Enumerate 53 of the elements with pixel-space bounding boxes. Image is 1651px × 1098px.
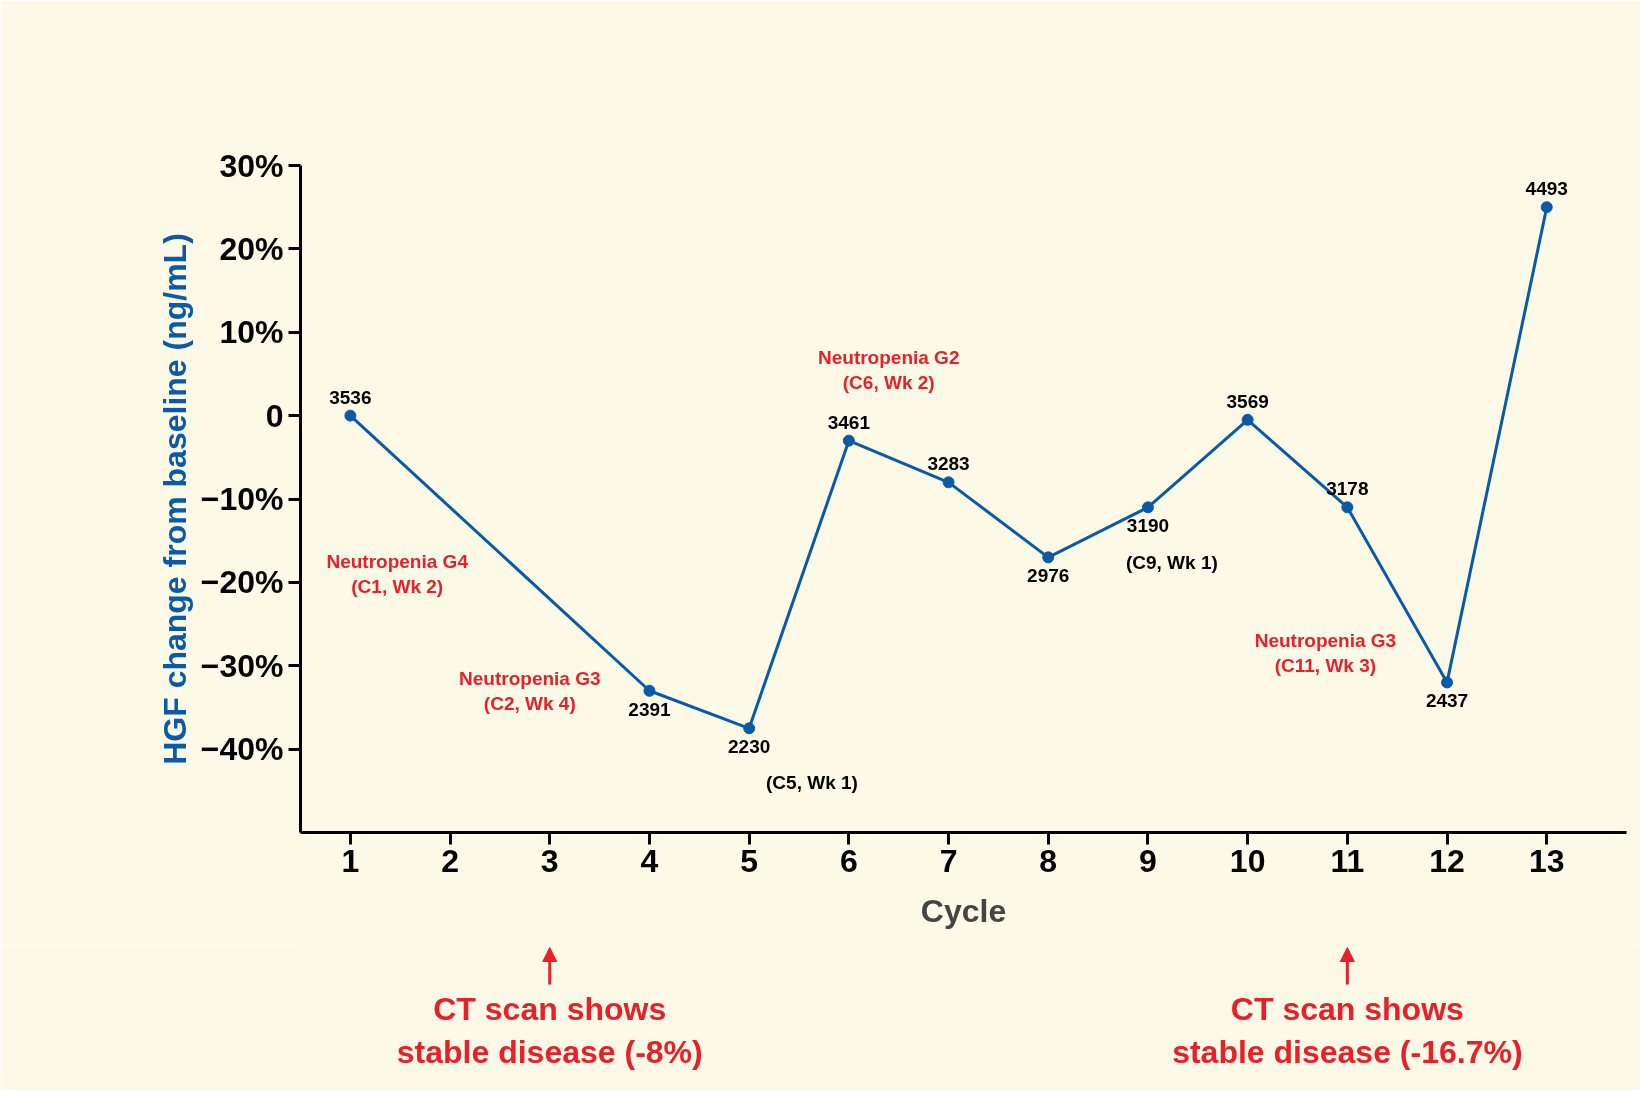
point [743,722,756,735]
point [1341,501,1354,514]
text: CT scan shows stable disease (-8%) [396,990,703,1070]
y-tick-label: 10% [219,314,284,351]
annotation: 2976 [1027,565,1070,587]
point [1141,501,1154,514]
annotation: Neutropenia G3 (C11, Wk 3) [1254,630,1397,677]
point [1241,413,1254,426]
annotation: (C5, Wk 1) [766,771,858,793]
point [1441,676,1454,689]
annotation: (C9, Wk 1) [1125,551,1218,573]
x-tick-label: 10 [1229,842,1266,879]
annotation: 3283 [927,453,970,475]
y-tick-label: −40% [200,731,284,768]
point [942,476,955,489]
annotation: 3190 [1126,515,1170,537]
annotation: 3536 [329,386,372,408]
annotation: Neutropenia G2 (C6, Wk 2) [817,346,960,393]
y-tick-label: −20% [200,564,284,601]
annotation: 4493 [1525,178,1568,200]
x-tick-label: 13 [1528,842,1565,879]
y-axis-title: HGF change from baseline (ng/mL) [156,233,193,765]
point [1540,201,1553,214]
x-tick-label: 3 [540,842,559,879]
annotation: Neutropenia G3 (C2, Wk 4) [459,667,601,714]
point [842,434,855,447]
x-tick-label: 4 [640,842,659,879]
x-axis-title: Cycle [920,892,1007,929]
annotation: 3569 [1226,390,1269,412]
annotation: 3461 [827,411,871,433]
x-tick-label: 12 [1429,842,1465,879]
point [1042,551,1055,564]
point [344,409,357,422]
x-tick-label: 5 [740,842,759,879]
x-tick-label: 7 [939,842,958,879]
x-tick-label: 2 [441,842,459,879]
x-tick-label: 9 [1139,842,1157,879]
x-tick-label: 11 [1330,842,1365,879]
y-tick-label: 20% [219,230,284,267]
y-tick-label: 30% [219,147,284,184]
y-tick-label: −30% [200,647,284,684]
text: CT scan shows stable disease (-16.7%) [1172,990,1523,1070]
x-tick-label: 8 [1039,842,1058,879]
point [643,684,656,697]
annotation: 3178 [1326,478,1369,500]
annotation: Neutropenia G4 (C1, Wk 2) [326,550,469,598]
annotation: 2391 [628,698,672,720]
y-tick-label: −10% [200,481,284,517]
annotation: 2437 [1425,690,1469,712]
x-tick-label: 6 [839,842,858,879]
annotation: 2230 [728,736,771,758]
y-tick-label: 0 [265,397,284,434]
x-tick-label: 1 [341,842,360,879]
